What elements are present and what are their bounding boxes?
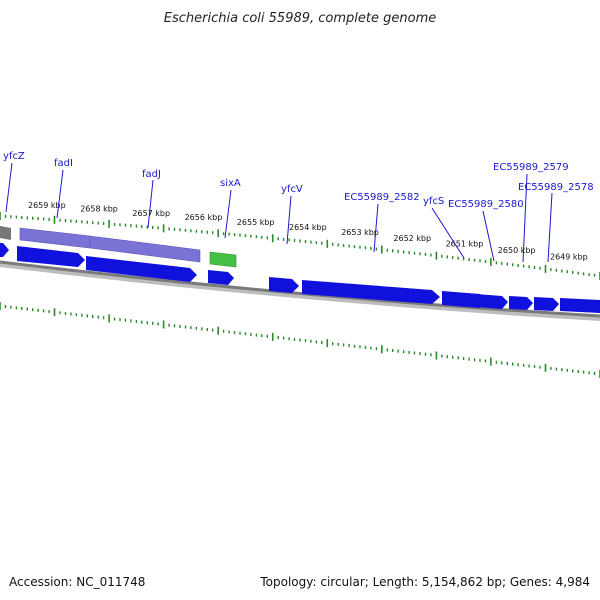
gene-label-EC55989_2582[interactable]: EC55989_2582: [344, 192, 420, 203]
kbp-label: 2654 kbp: [289, 223, 327, 232]
gene-label-yfcZ[interactable]: yfcZ: [3, 151, 25, 162]
kbp-label: 2650 kbp: [498, 246, 536, 255]
gene-feature-EC55989_2582[interactable]: [302, 280, 440, 304]
gene-label-yfcV[interactable]: yfcV: [281, 184, 303, 195]
gene-feature-sixA-forward[interactable]: [208, 270, 234, 285]
gene-label-yfcS[interactable]: yfcS: [423, 196, 444, 207]
gene-labels: yfcZ fadI fadJ sixA yfcV EC55989_2582 yf…: [3, 151, 594, 263]
kbp-label: 2652 kbp: [393, 234, 431, 243]
gene-feature-fadJ-forward[interactable]: [86, 256, 197, 282]
gene-feature-fadI-forward[interactable]: [17, 246, 85, 267]
leader-line-yfcV: [286, 195, 292, 245]
kbp-label: 2656 kbp: [185, 213, 223, 222]
inner-strand-features: [0, 243, 600, 313]
kbp-label: 2657 kbp: [132, 209, 170, 218]
leader-line-yfcS: [431, 207, 465, 259]
gene-label-sixA[interactable]: sixA: [220, 178, 241, 189]
gene-feature-grey[interactable]: [0, 226, 11, 240]
gene-label-fadI[interactable]: fadI: [54, 158, 73, 169]
leader-line-sixA: [224, 189, 232, 239]
gene-label-EC55989_2579[interactable]: EC55989_2579: [493, 162, 569, 173]
inner-tick-ring: [0, 302, 600, 378]
kbp-label: 2659 kbp: [28, 201, 66, 210]
leader-line-EC55989_2582: [373, 203, 379, 253]
kbp-label: 2653 kbp: [341, 228, 379, 237]
kbp-scale-labels: 2659 kbp 2658 kbp 2657 kbp 2656 kbp 2655 kbp…: [28, 201, 588, 262]
gene-feature-next[interactable]: [560, 298, 600, 313]
outer-strand-features: [0, 226, 237, 268]
gene-feature-sixA[interactable]: [209, 251, 237, 268]
kbp-label: 2649 kbp: [550, 253, 588, 262]
leader-line-EC55989_2578: [547, 192, 553, 263]
gene-label-fadJ[interactable]: fadJ: [142, 169, 161, 180]
leader-line-fadJ: [147, 179, 154, 229]
map-title: Escherichia coli 55989, complete genome: [164, 11, 436, 26]
leader-line-yfcZ: [5, 162, 13, 213]
genome-backbone: [0, 260, 600, 318]
gene-feature-EC55989_2579[interactable]: [509, 296, 533, 310]
gene-feature-yfcZ[interactable]: [0, 243, 9, 257]
genome-backbone-shadow: [0, 261, 600, 321]
gene-feature-fadI[interactable]: [19, 227, 91, 249]
gene-feature-EC55989_2580[interactable]: [476, 294, 508, 309]
gene-label-EC55989_2580[interactable]: EC55989_2580: [448, 199, 524, 210]
outer-tick-ring: [0, 212, 600, 280]
leader-line-fadI: [56, 169, 64, 219]
gene-feature-yfcV[interactable]: [269, 277, 299, 293]
leader-line-EC55989_2579: [522, 173, 528, 263]
kbp-label: 2655 kbp: [237, 218, 275, 227]
kbp-label: 2651 kbp: [446, 240, 484, 249]
genome-summary-text: Topology: circular; Length: 5,154,862 bp…: [259, 575, 590, 589]
leader-line-EC55989_2580: [482, 210, 495, 262]
gene-label-EC55989_2578[interactable]: EC55989_2578: [518, 182, 594, 193]
kbp-label: 2658 kbp: [80, 205, 118, 214]
gene-feature-EC55989_2578[interactable]: [534, 297, 559, 311]
accession-text: Accession: NC_011748: [9, 575, 145, 589]
gene-feature-fadJ[interactable]: [89, 235, 201, 263]
